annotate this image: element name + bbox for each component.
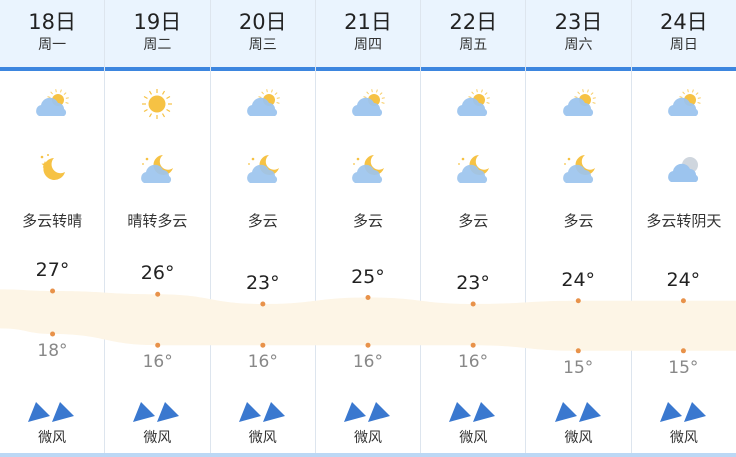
weekday-label: 周五 <box>459 37 488 53</box>
weekday-label: 周三 <box>248 37 277 53</box>
partly-cloudy-day-icon <box>32 86 72 122</box>
weather-description: 多云 <box>352 212 383 230</box>
partly-cloudy-day-icon <box>243 86 283 122</box>
partly-cloudy-night-icon <box>243 150 283 186</box>
wind-direction-icon <box>237 400 289 424</box>
date-label: 22日 <box>449 10 498 34</box>
day-header: 24日 周日 <box>631 0 736 67</box>
wind-direction-icon <box>342 400 394 424</box>
wind-label: 微风 <box>248 430 277 446</box>
header-accent-bar <box>526 67 631 71</box>
weekday-label: 周四 <box>353 37 382 53</box>
date-label: 20日 <box>238 10 287 34</box>
header-accent-bar <box>0 67 105 71</box>
partly-cloudy-night-icon <box>137 150 177 186</box>
date-label: 19日 <box>133 10 182 34</box>
day-column: 18日 周一 多云转晴 微风 <box>0 0 106 453</box>
day-header: 21日 周四 <box>315 0 421 67</box>
header-accent-bar <box>315 67 421 71</box>
wind-label: 微风 <box>353 430 382 446</box>
wind-label: 微风 <box>459 430 488 446</box>
weather-description: 多云 <box>458 212 489 230</box>
day-column: 24日 周日 多云转阴天 微风 <box>631 0 736 453</box>
wind-direction-icon <box>131 400 183 424</box>
partly-cloudy-day-icon <box>453 86 493 122</box>
day-header: 20日 周三 <box>210 0 315 67</box>
header-accent-bar <box>421 67 526 71</box>
weekday-label: 周二 <box>143 37 172 53</box>
high-temp-label: 25° <box>351 265 385 288</box>
header-accent-bar <box>105 67 210 71</box>
high-temp-label: 27° <box>35 259 70 281</box>
high-temp-label: 23° <box>245 272 280 294</box>
partly-cloudy-day-icon <box>559 86 599 122</box>
day-column: 20日 周三 多云 微风 <box>210 0 316 453</box>
sun-icon <box>137 86 177 122</box>
high-temp-label: 24° <box>561 268 596 291</box>
weather-description: 晴转多云 <box>127 212 188 230</box>
low-temp-label: 16° <box>352 352 383 373</box>
day-column: 21日 周四 多云 微风 <box>315 0 422 453</box>
day-column: 19日 周二 晴转多云 微风 <box>105 0 211 453</box>
header-accent-bar <box>210 67 315 71</box>
weather-description: 多云转阴天 <box>646 212 722 230</box>
day-header: 23日 周六 <box>526 0 631 67</box>
low-temp-label: 16° <box>142 352 173 373</box>
date-label: 23日 <box>554 10 603 34</box>
header-accent-bar <box>631 67 736 71</box>
weather-description: 多云转晴 <box>22 212 83 230</box>
day-header: 22日 周五 <box>421 0 526 67</box>
date-label: 21日 <box>344 10 392 34</box>
wind-label: 微风 <box>669 430 698 446</box>
day-header: 18日 周一 <box>0 0 105 67</box>
low-temp-label: 15° <box>563 357 594 378</box>
partly-cloudy-day-icon <box>348 86 388 122</box>
wind-direction-icon <box>447 400 499 424</box>
high-temp-label: 23° <box>456 272 490 294</box>
wind-direction-icon <box>26 400 78 424</box>
low-temp-label: 16° <box>247 352 278 373</box>
bottom-bar <box>0 453 736 457</box>
day-column: 23日 周六 多云 微风 <box>526 0 632 453</box>
weekday-label: 周一 <box>38 37 67 53</box>
high-temp-label: 26° <box>140 262 175 285</box>
weekday-label: 周日 <box>669 37 698 53</box>
day-column: 22日 周五 多云 微风 <box>421 0 527 453</box>
wind-direction-icon <box>553 400 605 424</box>
high-temp-label: 24° <box>666 268 701 291</box>
overcast-icon <box>664 150 704 186</box>
partly-cloudy-night-icon <box>559 150 599 186</box>
partly-cloudy-day-icon <box>664 86 704 122</box>
low-temp-label: 15° <box>668 357 699 378</box>
day-header: 19日 周二 <box>105 0 210 67</box>
wind-direction-icon <box>658 400 710 424</box>
wind-label: 微风 <box>564 430 593 446</box>
low-temp-label: 16° <box>457 352 489 373</box>
weekday-label: 周六 <box>564 37 593 53</box>
partly-cloudy-night-icon <box>348 150 388 186</box>
wind-label: 微风 <box>38 430 67 446</box>
date-label: 24日 <box>659 10 708 34</box>
wind-label: 微风 <box>143 430 172 446</box>
clear-night-icon <box>32 150 72 186</box>
weather-description: 多云 <box>563 212 594 230</box>
partly-cloudy-night-icon <box>453 150 493 186</box>
low-temp-label: 18° <box>37 341 68 361</box>
weather-description: 多云 <box>247 212 278 230</box>
date-label: 18日 <box>28 10 76 34</box>
